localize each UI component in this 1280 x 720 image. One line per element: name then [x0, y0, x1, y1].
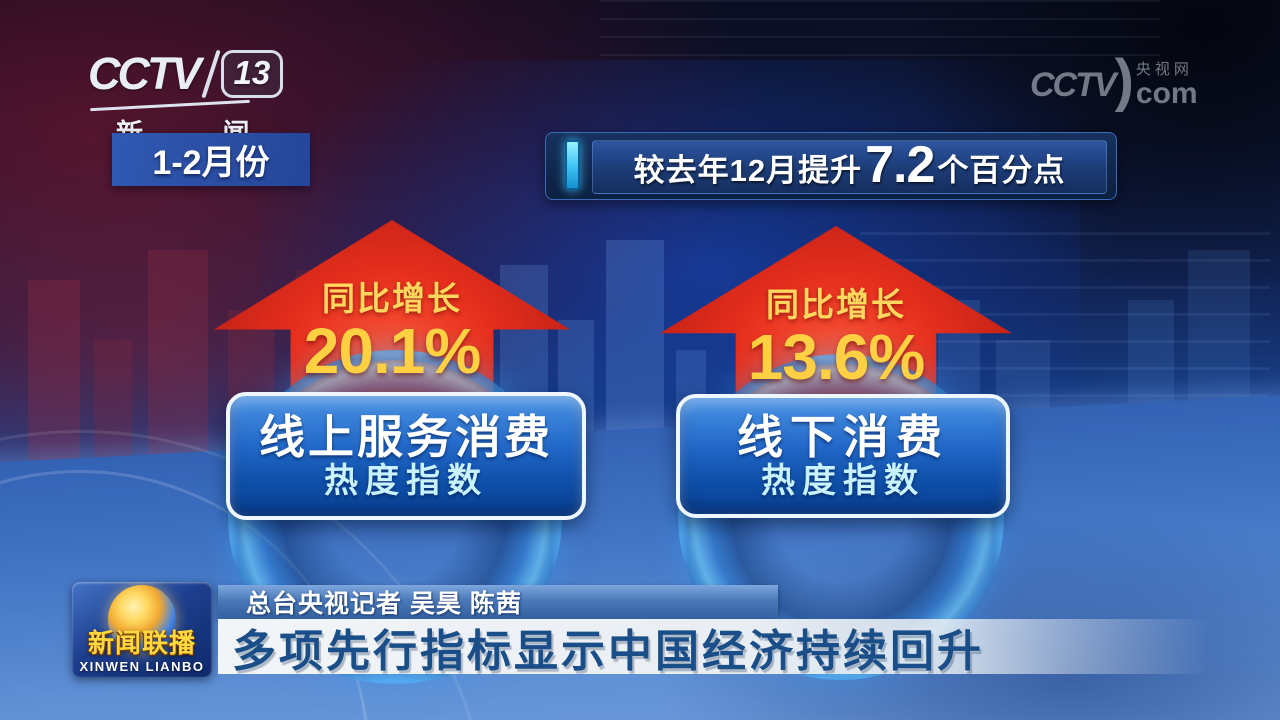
growth-label-right: 同比增长	[766, 286, 906, 323]
period-badge: 1-2月份	[112, 133, 310, 186]
program-logo-subtitle: XINWEN LIANBO	[79, 659, 205, 674]
watermark-swoosh-icon: )	[1114, 47, 1134, 113]
headline-strip: 多项先行指标显示中国经济持续回升	[218, 619, 1230, 676]
cctv-logo-underline	[90, 99, 250, 112]
cctv-logo-slash	[200, 49, 221, 99]
index-box-offline: 线下消费 热度指数	[676, 394, 1010, 518]
banner-suffix: 个百分点	[937, 152, 1066, 188]
channel-logo-row: CCTV 13	[88, 48, 318, 100]
growth-value-left: 20.1%	[303, 315, 481, 387]
data-stream-texture-top	[600, 0, 1160, 60]
channel-number-badge: 13	[220, 50, 284, 98]
growth-label-left: 同比增长	[322, 280, 462, 317]
watermark-brand: CCTV	[1030, 65, 1117, 104]
banner-prefix: 较去年12月提升	[633, 152, 863, 188]
index-subtitle: 热度指数	[324, 462, 488, 501]
banner-value: 7.2	[865, 136, 935, 194]
globe-icon	[108, 585, 176, 653]
channel-logo: CCTV 13 新 闻	[88, 48, 318, 149]
banner-inner-panel: 较去年12月提升 7.2 个百分点	[592, 136, 1107, 194]
top-banner: 较去年12月提升 7.2 个百分点	[545, 132, 1117, 200]
watermark-site-name: 央视网	[1135, 60, 1193, 78]
period-badge-label: 1-2月份	[152, 144, 270, 182]
cctv-com-watermark: CCTV ) 央视网 com	[1030, 47, 1260, 120]
watermark-domain: com	[1135, 76, 1198, 110]
headline-text: 多项先行指标显示中国经济持续回升	[232, 626, 984, 676]
growth-value-right: 13.6%	[747, 321, 925, 393]
index-title: 线下消费	[737, 410, 949, 463]
program-logo-title: 新闻联播	[87, 628, 196, 658]
cctv-logo-text: CCTV	[88, 48, 201, 99]
watermark-site: 央视网 com	[1136, 62, 1198, 109]
index-box-online-services: 线上服务消费 热度指数	[226, 392, 586, 520]
banner-accent-bar	[565, 140, 580, 190]
index-subtitle: 热度指数	[761, 462, 925, 501]
program-logo: 新闻联播 XINWEN LIANBO	[72, 582, 212, 677]
byline-strip: 总台央视记者 吴昊 陈茜	[218, 585, 778, 619]
city-silhouette	[148, 250, 208, 460]
byline-text: 总台央视记者 吴昊 陈茜	[246, 590, 522, 618]
index-title: 线上服务消费	[259, 410, 553, 463]
